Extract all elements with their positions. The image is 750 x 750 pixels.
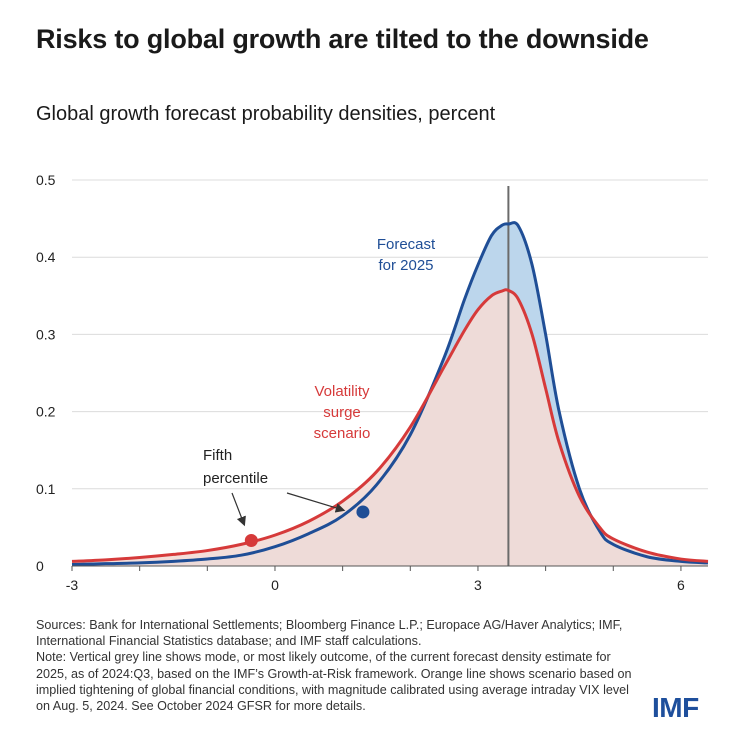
density-chart: 0 0.1 0.2 0.3 0.4 0.5 -3 0 3 6 Forecast for 2025 … xyxy=(36,172,709,593)
y-tick-label: 0.2 xyxy=(36,404,56,420)
x-tick-label: 3 xyxy=(474,577,482,593)
forecast-fifth-percentile-marker xyxy=(356,505,370,519)
percentile-markers xyxy=(244,505,370,548)
density-lines xyxy=(71,186,709,566)
y-tick-label: 0.1 xyxy=(36,481,56,497)
volatility-label-line3: scenario xyxy=(314,425,371,442)
chart-title: Risks to global growth are tilted to the… xyxy=(36,24,649,54)
y-tick-label: 0.5 xyxy=(36,172,56,188)
volatility-line xyxy=(71,288,709,563)
forecast-label-line2: for 2025 xyxy=(378,257,433,274)
fifth-percentile-label-line2: percentile xyxy=(203,470,268,487)
forecast-label-line1: Forecast xyxy=(377,236,436,253)
fifth-arrow-to-red xyxy=(231,492,246,527)
x-tick-label: -3 xyxy=(66,577,79,593)
gridlines xyxy=(72,179,708,490)
chart-subtitle: Global growth forecast probability densi… xyxy=(36,103,496,125)
x-tick-label: 6 xyxy=(677,577,685,593)
y-tick-label: 0.4 xyxy=(36,249,56,265)
x-tick-label: 0 xyxy=(271,577,279,593)
volatility-label-line2: surge xyxy=(323,404,361,421)
volatility-area xyxy=(72,289,708,566)
imf-logo: IMF xyxy=(652,692,699,723)
annotations: Forecast for 2025 Volatility surge scena… xyxy=(203,236,436,527)
sources-text: Sources: Bank for International Settleme… xyxy=(36,618,623,649)
volatility-label-line1: Volatility xyxy=(314,383,370,400)
fifth-percentile-label-line1: Fifth xyxy=(203,447,232,464)
source-notes: Sources: Bank for International Settleme… xyxy=(36,617,636,714)
y-tick-label: 0 xyxy=(36,558,44,574)
y-tick-label: 0.3 xyxy=(36,326,56,342)
density-areas xyxy=(72,222,708,566)
volatility-fifth-percentile-marker xyxy=(244,534,258,548)
note-text: Note: Vertical grey line shows mode, or … xyxy=(36,650,632,714)
axes: 0 0.1 0.2 0.3 0.4 0.5 -3 0 3 6 xyxy=(36,172,708,593)
fifth-arrow-to-blue xyxy=(286,492,346,513)
